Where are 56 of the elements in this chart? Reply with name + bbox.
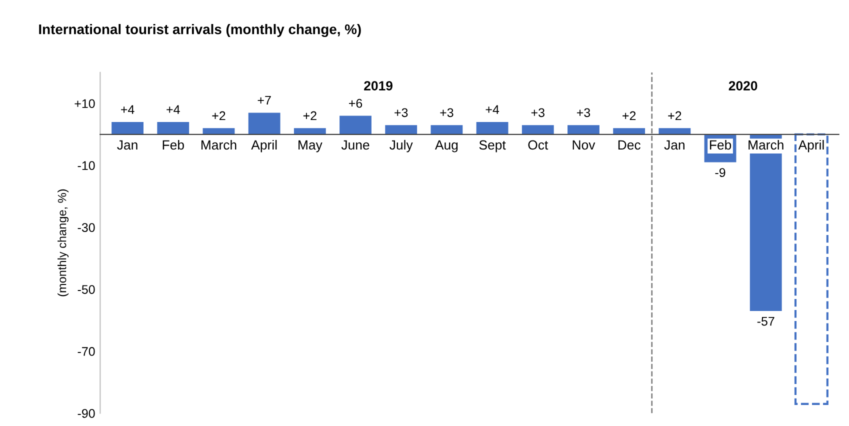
bar [658,128,691,134]
data-label: +4 [121,105,134,114]
bar [430,125,463,134]
data-label: +4 [486,105,500,114]
bar [202,128,235,134]
x-tick-label: Nov [572,140,596,150]
data-label: +2 [668,111,682,120]
bar [340,116,372,134]
bar [248,112,280,134]
data-label: +3 [531,108,544,118]
bar [476,122,508,134]
data-label: +7 [258,96,271,105]
y-tick-label: +10 [74,99,95,108]
data-label: +2 [212,111,226,120]
data-label: +2 [303,111,316,120]
bar [385,125,418,134]
bar [568,125,600,134]
bar [157,122,190,134]
chart-title: International tourist arrivals (monthly change, %) [39,24,361,38]
y-tick-label: -90 [78,409,95,418]
bar [613,128,646,134]
x-tick-label: Feb [162,140,184,150]
x-tick-label: Feb [710,140,732,150]
x-tick-label: June [341,140,370,150]
y-tick-label: -50 [78,285,95,294]
data-label: +3 [440,108,454,118]
data-label: +3 [394,108,408,118]
x-tick-label: Dec [618,140,640,150]
data-label: +4 [166,105,180,114]
bar [294,128,326,134]
x-tick-label: Jan [117,140,138,150]
y-axis-title: (monthly change, %) [58,189,69,296]
x-tick-label: Oct [528,140,548,150]
annotation: 2019 [364,81,392,90]
data-label: -57 [757,316,774,326]
x-tick-label: March [748,140,784,150]
x-tick-label: July [390,140,413,152]
data-label: +6 [348,98,362,108]
bar [794,133,828,405]
annotation: 2020 [728,81,758,90]
bar [522,125,554,134]
bar [112,122,144,134]
x-tick-label: March [201,140,236,150]
x-tick-label: Jan [664,140,684,150]
y-tick-label: -10 [78,161,95,170]
x-tick-label: May [298,140,322,152]
data-label: +2 [622,111,636,120]
y-tick-label: -70 [78,347,95,356]
data-label: -9 [715,168,726,178]
x-tick-label: April [251,140,277,152]
y-tick-label: -30 [78,223,95,232]
data-label: +3 [576,108,590,118]
x-tick-label: April [798,140,824,152]
x-tick-label: Aug [434,140,458,152]
bar [750,134,782,311]
x-tick-label: Sept [479,140,506,152]
